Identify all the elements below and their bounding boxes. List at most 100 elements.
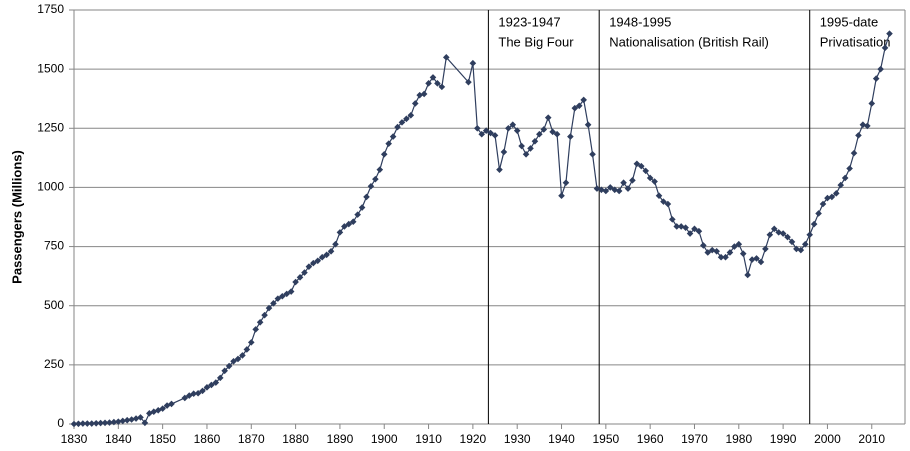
data-point bbox=[642, 167, 650, 175]
y-tick-label: 250 bbox=[44, 357, 64, 371]
data-point bbox=[119, 417, 127, 425]
data-point bbox=[194, 389, 202, 397]
data-point bbox=[500, 148, 508, 156]
data-point bbox=[252, 326, 260, 333]
data-point bbox=[819, 200, 827, 208]
x-tick-label: 2010 bbox=[858, 432, 885, 446]
data-point bbox=[513, 127, 521, 134]
data-point bbox=[208, 381, 215, 389]
data-point bbox=[833, 190, 840, 197]
data-point bbox=[846, 165, 853, 172]
data-point bbox=[123, 416, 131, 424]
data-point bbox=[518, 142, 525, 150]
data-point bbox=[407, 111, 415, 119]
data-point bbox=[562, 179, 570, 186]
data-point bbox=[633, 160, 641, 168]
data-point bbox=[287, 288, 295, 295]
data-point bbox=[75, 420, 82, 428]
data-point bbox=[323, 251, 330, 259]
data-point bbox=[225, 362, 233, 370]
data-point bbox=[372, 175, 379, 183]
data-point bbox=[296, 274, 304, 281]
data-point bbox=[527, 145, 534, 152]
data-point bbox=[606, 184, 614, 191]
data-point bbox=[482, 127, 490, 134]
data-point bbox=[318, 253, 326, 261]
data-point bbox=[92, 419, 100, 427]
x-tick-label: 2000 bbox=[814, 432, 841, 446]
data-point bbox=[137, 414, 144, 421]
data-point bbox=[261, 311, 268, 319]
x-tick-label: 1970 bbox=[681, 432, 708, 446]
data-point bbox=[686, 230, 694, 237]
data-point bbox=[735, 240, 743, 248]
data-point bbox=[243, 346, 251, 353]
data-point bbox=[83, 420, 91, 427]
data-point bbox=[221, 367, 228, 375]
data-point bbox=[810, 220, 818, 228]
data-point bbox=[349, 218, 357, 226]
data-point bbox=[784, 233, 791, 241]
x-tick-label: 1850 bbox=[149, 432, 176, 446]
data-point bbox=[673, 223, 681, 230]
data-point bbox=[341, 223, 348, 230]
data-point bbox=[106, 419, 113, 426]
data-point bbox=[354, 211, 361, 218]
data-point bbox=[429, 74, 437, 81]
x-tick-label: 1940 bbox=[548, 432, 575, 446]
data-point bbox=[181, 394, 189, 402]
data-point bbox=[540, 126, 548, 133]
data-point bbox=[301, 269, 308, 276]
data-point bbox=[332, 240, 339, 248]
data-point bbox=[859, 121, 867, 129]
data-point bbox=[864, 122, 871, 130]
data-point bbox=[327, 248, 335, 255]
x-tick-label: 1860 bbox=[194, 432, 221, 446]
data-point bbox=[646, 174, 654, 182]
data-point bbox=[283, 290, 291, 298]
data-point bbox=[558, 192, 565, 200]
x-tick-label: 1890 bbox=[327, 432, 354, 446]
data-point bbox=[310, 259, 317, 267]
data-point bbox=[411, 100, 419, 107]
data-point bbox=[708, 246, 716, 254]
data-point bbox=[881, 44, 889, 52]
data-point bbox=[553, 130, 561, 138]
era-label: 1923-1947 bbox=[498, 14, 560, 29]
data-point bbox=[367, 182, 375, 190]
x-tick-label: 1900 bbox=[371, 432, 398, 446]
data-point bbox=[731, 243, 738, 250]
data-point bbox=[744, 271, 751, 279]
data-point bbox=[797, 246, 805, 254]
y-tick-label: 500 bbox=[44, 298, 64, 312]
data-point bbox=[567, 133, 574, 140]
data-point bbox=[637, 162, 645, 170]
era-label: 1995-date bbox=[820, 14, 879, 29]
data-point bbox=[265, 304, 273, 312]
data-point bbox=[664, 200, 672, 208]
data-point bbox=[389, 133, 397, 140]
data-point bbox=[115, 418, 122, 425]
data-point bbox=[380, 151, 388, 158]
data-point bbox=[274, 295, 282, 302]
data-point bbox=[141, 419, 149, 427]
x-tick-label: 1990 bbox=[770, 432, 797, 446]
data-point bbox=[496, 166, 503, 173]
data-point bbox=[97, 419, 104, 427]
y-tick-label: 0 bbox=[57, 416, 64, 430]
data-point bbox=[101, 419, 109, 427]
data-point bbox=[345, 220, 353, 228]
data-point bbox=[620, 179, 627, 186]
data-point bbox=[872, 75, 880, 82]
data-point bbox=[611, 186, 619, 194]
data-point bbox=[403, 115, 410, 123]
y-axis-label: Passengers (Millions) bbox=[9, 150, 24, 284]
data-point bbox=[886, 30, 893, 37]
data-point bbox=[544, 114, 552, 121]
data-point bbox=[110, 418, 118, 426]
data-point bbox=[868, 100, 876, 107]
data-point bbox=[70, 420, 78, 428]
data-point bbox=[655, 192, 663, 200]
data-point bbox=[469, 59, 477, 67]
data-point bbox=[190, 390, 197, 398]
